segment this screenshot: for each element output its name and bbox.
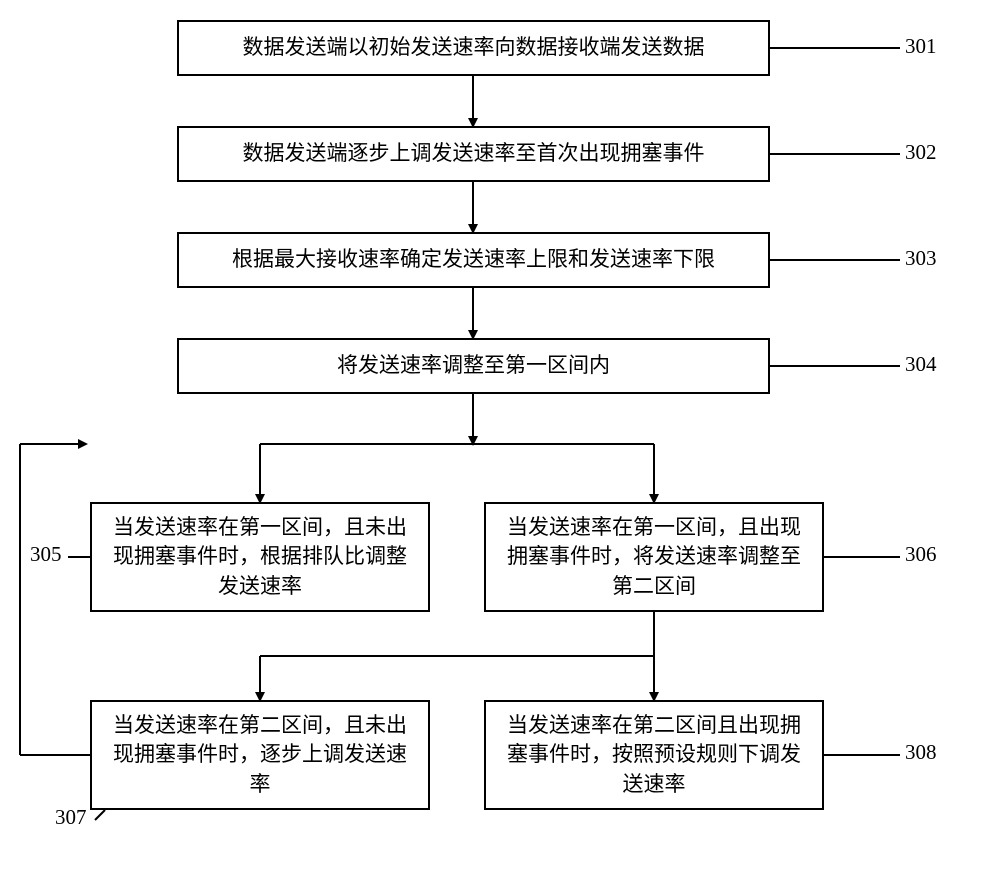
label-304: 304	[905, 352, 937, 377]
label-305: 305	[30, 542, 62, 567]
label-302: 302	[905, 140, 937, 165]
step-text: 当发送速率在第二区间且出现拥塞事件时，按照预设规则下调发送速率	[502, 711, 806, 799]
step-305: 当发送速率在第一区间，且未出现拥塞事件时，根据排队比调整发送速率	[90, 502, 430, 612]
label-303: 303	[905, 246, 937, 271]
label-306: 306	[905, 542, 937, 567]
step-text: 数据发送端以初始发送速率向数据接收端发送数据	[243, 33, 705, 62]
step-303: 根据最大接收速率确定发送速率上限和发送速率下限	[177, 232, 770, 288]
step-302: 数据发送端逐步上调发送速率至首次出现拥塞事件	[177, 126, 770, 182]
step-304: 将发送速率调整至第一区间内	[177, 338, 770, 394]
step-307: 当发送速率在第二区间，且未出现拥塞事件时，逐步上调发送速率	[90, 700, 430, 810]
step-text: 将发送速率调整至第一区间内	[337, 351, 610, 380]
step-306: 当发送速率在第一区间，且出现拥塞事件时，将发送速率调整至第二区间	[484, 502, 824, 612]
step-text: 根据最大接收速率确定发送速率上限和发送速率下限	[232, 245, 715, 274]
step-text: 当发送速率在第二区间，且未出现拥塞事件时，逐步上调发送速率	[108, 711, 412, 799]
step-301: 数据发送端以初始发送速率向数据接收端发送数据	[177, 20, 770, 76]
step-text: 当发送速率在第一区间，且出现拥塞事件时，将发送速率调整至第二区间	[502, 513, 806, 601]
label-308: 308	[905, 740, 937, 765]
step-text: 数据发送端逐步上调发送速率至首次出现拥塞事件	[243, 139, 705, 168]
label-301: 301	[905, 34, 937, 59]
label-307: 307	[55, 805, 87, 830]
step-308: 当发送速率在第二区间且出现拥塞事件时，按照预设规则下调发送速率	[484, 700, 824, 810]
step-text: 当发送速率在第一区间，且未出现拥塞事件时，根据排队比调整发送速率	[108, 513, 412, 601]
